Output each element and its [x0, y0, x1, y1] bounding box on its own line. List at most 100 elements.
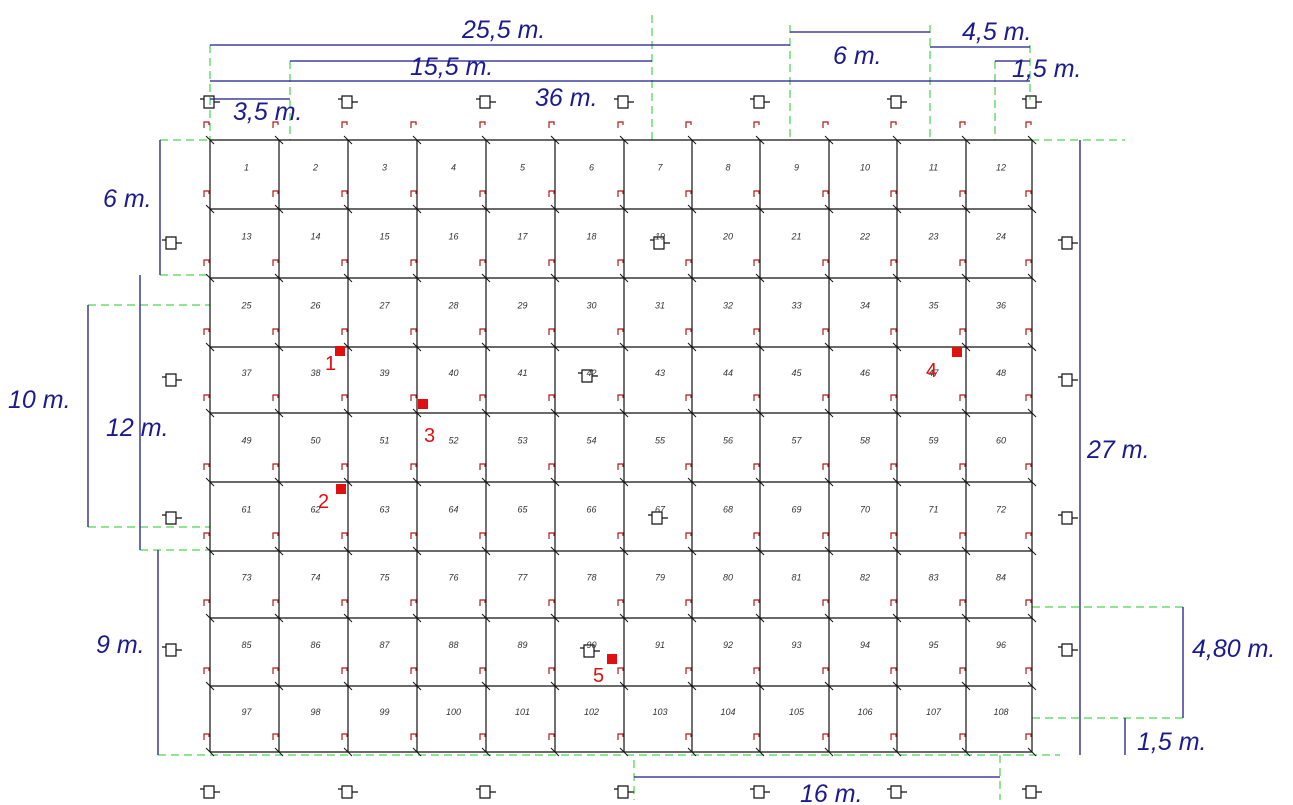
cell-number: 21: [790, 232, 801, 242]
cell-number: 41: [517, 368, 527, 378]
component: [754, 600, 759, 606]
component: [549, 395, 554, 401]
cell-number: 52: [448, 436, 458, 446]
cell-number: 28: [447, 301, 458, 311]
cell-number: 13: [241, 232, 251, 242]
component: [273, 668, 278, 674]
cell-number: 5: [520, 163, 526, 173]
component: [411, 600, 416, 606]
lamp-icon: [1058, 374, 1078, 386]
component: [342, 668, 347, 674]
component: [342, 395, 347, 401]
cell-number: 20: [722, 232, 733, 242]
cell-number: 73: [241, 573, 251, 583]
cell-number: 95: [928, 640, 939, 650]
cell-number: 81: [791, 573, 801, 583]
cell-number: 91: [655, 640, 665, 650]
component: [549, 734, 554, 740]
cell-number: 14: [310, 232, 320, 242]
cell-number: 25: [240, 301, 252, 311]
component: [686, 600, 691, 606]
component: [342, 260, 347, 266]
component: [273, 464, 278, 470]
component: [480, 533, 485, 539]
cell-number: 2: [312, 163, 318, 173]
cell-number: 31: [655, 301, 665, 311]
cell-number: 82: [860, 573, 870, 583]
lamp-icon: [750, 786, 770, 798]
component: [1026, 600, 1031, 606]
component: [891, 668, 896, 674]
component: [549, 191, 554, 197]
component: [823, 734, 828, 740]
cell-number: 18: [586, 232, 596, 242]
lamp-icon: [476, 96, 496, 108]
component: [204, 668, 209, 674]
component: [686, 191, 691, 197]
component: [204, 260, 209, 266]
cell-number: 63: [379, 505, 389, 515]
component: [823, 260, 828, 266]
component: [686, 734, 691, 740]
dimension-label: 4,80 m.: [1192, 635, 1275, 663]
cell-number: 105: [789, 707, 805, 717]
cell-number: 101: [515, 707, 530, 717]
cell-number: 15: [379, 232, 390, 242]
component: [754, 395, 759, 401]
dimension-label: 27 m.: [1086, 436, 1150, 464]
marker-label: 2: [318, 491, 329, 513]
component: [1026, 329, 1031, 335]
cell-number: 89: [517, 640, 527, 650]
lamp-icon: [162, 374, 182, 386]
component: [891, 600, 896, 606]
lamp-icon: [162, 512, 182, 524]
component: [411, 122, 416, 128]
component: [480, 668, 485, 674]
cell-number: 78: [586, 573, 596, 583]
cell-number: 45: [791, 368, 802, 378]
cell-number: 94: [860, 640, 870, 650]
component: [618, 329, 623, 335]
lamp-icon: [1022, 96, 1042, 108]
cell-number: 50: [310, 436, 320, 446]
cell-number: 72: [996, 505, 1006, 515]
dimension-label: 4,5 m.: [962, 18, 1031, 46]
cell-number: 77: [517, 573, 528, 583]
component: [1026, 533, 1031, 539]
cell-number: 38: [310, 368, 320, 378]
dimension-label: 6 m.: [103, 185, 152, 213]
cell-number: 17: [517, 232, 528, 242]
component: [480, 734, 485, 740]
component: [754, 260, 759, 266]
component: [273, 395, 278, 401]
dimension-label: 25,5 m.: [461, 16, 545, 44]
component: [204, 734, 209, 740]
component: [618, 395, 623, 401]
component: [891, 329, 896, 335]
component: [960, 668, 965, 674]
component: [754, 122, 759, 128]
cell-number: 42: [586, 368, 596, 378]
component: [342, 533, 347, 539]
component: [1026, 464, 1031, 470]
dimension-label: 12 m.: [106, 414, 169, 442]
component: [342, 734, 347, 740]
cell-number: 96: [996, 640, 1006, 650]
component: [618, 668, 623, 674]
cell-number: 75: [379, 573, 390, 583]
component: [480, 600, 485, 606]
cell-number: 66: [586, 505, 596, 515]
cell-number: 79: [655, 573, 665, 583]
lamp-icon: [887, 96, 907, 108]
lamp-icon: [1058, 512, 1078, 524]
dimension-label: 36 m.: [535, 84, 598, 112]
component: [204, 122, 209, 128]
lamp-icon: [338, 786, 358, 798]
cell-number: 58: [860, 436, 870, 446]
cell-number: 29: [516, 301, 527, 311]
cell-number: 26: [309, 301, 320, 311]
component: [204, 191, 209, 197]
component: [342, 122, 347, 128]
cell-number: 69: [791, 505, 801, 515]
component: [754, 668, 759, 674]
